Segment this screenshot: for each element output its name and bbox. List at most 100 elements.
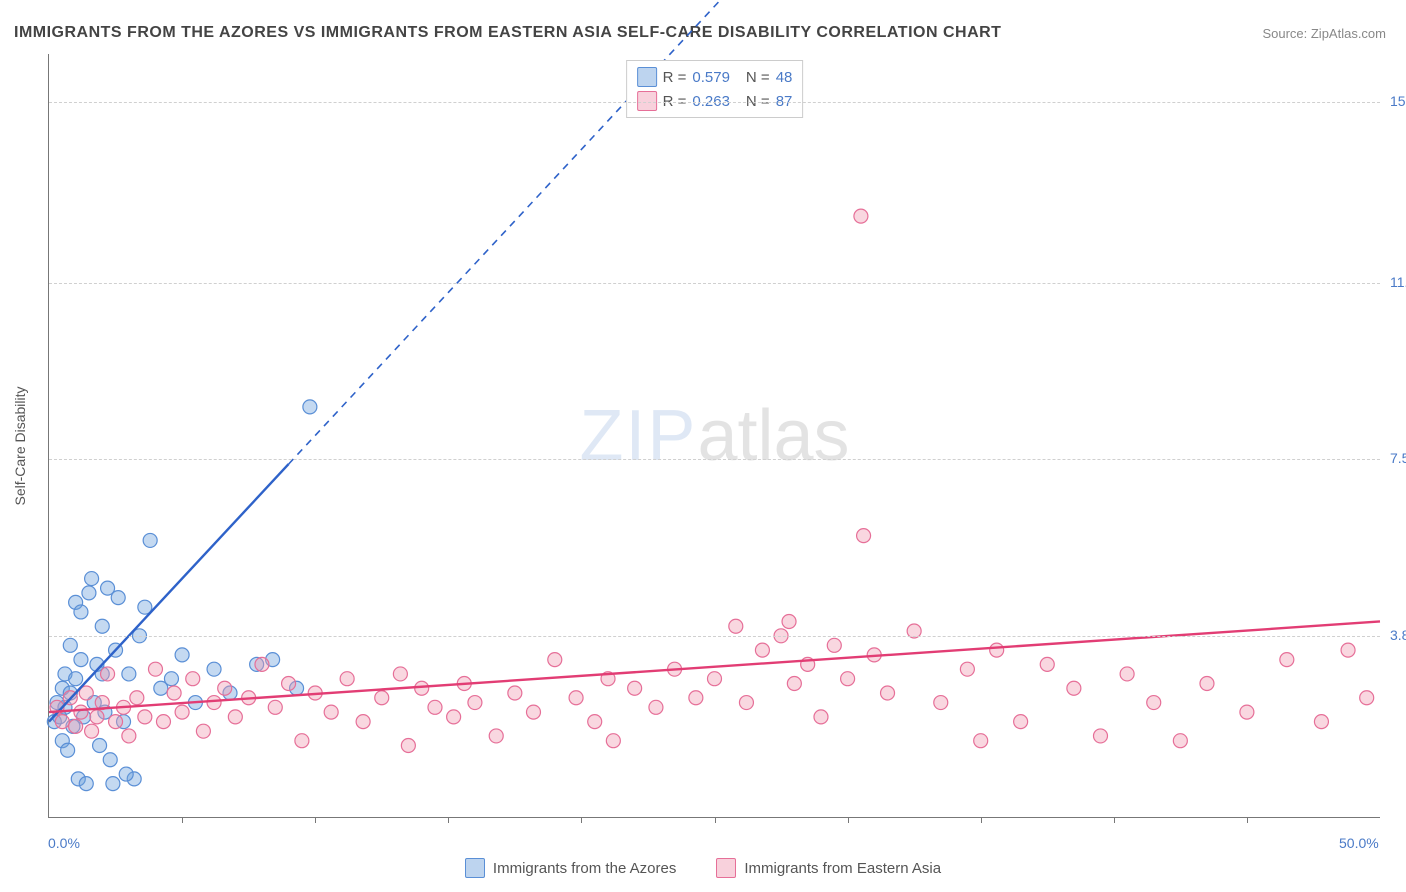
data-point-eastern_asia bbox=[960, 662, 974, 676]
data-point-eastern_asia bbox=[974, 734, 988, 748]
swatch-easia-icon bbox=[716, 858, 736, 878]
gridline bbox=[49, 459, 1380, 460]
data-point-eastern_asia bbox=[375, 691, 389, 705]
plot-svg bbox=[49, 54, 1380, 817]
data-point-azores bbox=[74, 605, 88, 619]
data-point-eastern_asia bbox=[175, 705, 189, 719]
data-point-eastern_asia bbox=[708, 672, 722, 686]
data-point-eastern_asia bbox=[990, 643, 1004, 657]
x-tick bbox=[848, 817, 849, 823]
legend-label-azores: Immigrants from the Azores bbox=[493, 860, 676, 877]
data-point-eastern_asia bbox=[295, 734, 309, 748]
data-point-eastern_asia bbox=[167, 686, 181, 700]
data-point-eastern_asia bbox=[854, 209, 868, 223]
data-point-eastern_asia bbox=[207, 696, 221, 710]
legend-n-label: N = bbox=[746, 69, 770, 86]
data-point-azores bbox=[303, 400, 317, 414]
data-point-eastern_asia bbox=[156, 715, 170, 729]
data-point-eastern_asia bbox=[628, 681, 642, 695]
data-point-eastern_asia bbox=[841, 672, 855, 686]
data-point-azores bbox=[93, 738, 107, 752]
data-point-eastern_asia bbox=[268, 700, 282, 714]
y-axis-label: Self-Care Disability bbox=[12, 386, 28, 505]
y-tick-label: 15.0% bbox=[1390, 93, 1406, 109]
legend-r-azores: 0.579 bbox=[692, 69, 730, 86]
data-point-eastern_asia bbox=[782, 614, 796, 628]
x-tick bbox=[581, 817, 582, 823]
plot-area: ZIPatlas R = 0.579 N = 48 R = 0.263 N = … bbox=[48, 54, 1380, 818]
data-point-eastern_asia bbox=[356, 715, 370, 729]
data-point-eastern_asia bbox=[196, 724, 210, 738]
data-point-eastern_asia bbox=[1173, 734, 1187, 748]
data-point-azores bbox=[103, 753, 117, 767]
y-tick-label: 7.5% bbox=[1390, 450, 1406, 466]
data-point-eastern_asia bbox=[468, 696, 482, 710]
data-point-eastern_asia bbox=[393, 667, 407, 681]
data-point-eastern_asia bbox=[1341, 643, 1355, 657]
trend-line-dashed-azores bbox=[289, 0, 1380, 464]
data-point-azores bbox=[122, 667, 136, 681]
data-point-azores bbox=[63, 638, 77, 652]
data-point-eastern_asia bbox=[508, 686, 522, 700]
x-tick bbox=[315, 817, 316, 823]
data-point-eastern_asia bbox=[186, 672, 200, 686]
legend-stats: R = 0.579 N = 48 R = 0.263 N = 87 bbox=[626, 60, 804, 118]
data-point-azores bbox=[85, 572, 99, 586]
data-point-eastern_asia bbox=[1200, 676, 1214, 690]
data-point-eastern_asia bbox=[1240, 705, 1254, 719]
data-point-eastern_asia bbox=[1280, 653, 1294, 667]
data-point-eastern_asia bbox=[130, 691, 144, 705]
legend-r-label: R = bbox=[663, 69, 687, 86]
data-point-eastern_asia bbox=[55, 715, 69, 729]
x-tick bbox=[981, 817, 982, 823]
data-point-eastern_asia bbox=[401, 738, 415, 752]
source-prefix: Source: bbox=[1262, 26, 1310, 41]
data-point-eastern_asia bbox=[814, 710, 828, 724]
legend-stats-row-azores: R = 0.579 N = 48 bbox=[637, 65, 793, 89]
data-point-azores bbox=[74, 653, 88, 667]
data-point-eastern_asia bbox=[934, 696, 948, 710]
data-point-eastern_asia bbox=[489, 729, 503, 743]
data-point-azores bbox=[175, 648, 189, 662]
data-point-eastern_asia bbox=[218, 681, 232, 695]
data-point-eastern_asia bbox=[729, 619, 743, 633]
data-point-eastern_asia bbox=[606, 734, 620, 748]
legend-label-easia: Immigrants from Eastern Asia bbox=[744, 860, 941, 877]
data-point-azores bbox=[164, 672, 178, 686]
data-point-eastern_asia bbox=[739, 696, 753, 710]
data-point-eastern_asia bbox=[138, 710, 152, 724]
legend-item-easia: Immigrants from Eastern Asia bbox=[716, 858, 941, 878]
source-label: Source: ZipAtlas.com bbox=[1262, 26, 1386, 41]
data-point-eastern_asia bbox=[1093, 729, 1107, 743]
chart-title: IMMIGRANTS FROM THE AZORES VS IMMIGRANTS… bbox=[14, 24, 1001, 42]
data-point-eastern_asia bbox=[255, 657, 269, 671]
data-point-eastern_asia bbox=[69, 719, 83, 733]
data-point-azores bbox=[111, 591, 125, 605]
data-point-eastern_asia bbox=[90, 710, 104, 724]
data-point-eastern_asia bbox=[228, 710, 242, 724]
data-point-eastern_asia bbox=[324, 705, 338, 719]
data-point-azores bbox=[95, 619, 109, 633]
data-point-eastern_asia bbox=[787, 676, 801, 690]
legend-n-azores: 48 bbox=[776, 69, 793, 86]
data-point-eastern_asia bbox=[282, 676, 296, 690]
x-tick bbox=[182, 817, 183, 823]
data-point-eastern_asia bbox=[447, 710, 461, 724]
data-point-eastern_asia bbox=[1314, 715, 1328, 729]
data-point-eastern_asia bbox=[74, 705, 88, 719]
legend-item-azores: Immigrants from the Azores bbox=[465, 858, 676, 878]
data-point-eastern_asia bbox=[1014, 715, 1028, 729]
x-tick bbox=[448, 817, 449, 823]
data-point-eastern_asia bbox=[857, 529, 871, 543]
data-point-eastern_asia bbox=[569, 691, 583, 705]
data-point-eastern_asia bbox=[881, 686, 895, 700]
data-point-eastern_asia bbox=[340, 672, 354, 686]
x-axis-end-label: 50.0% bbox=[1339, 835, 1379, 851]
x-tick bbox=[1247, 817, 1248, 823]
swatch-azores-icon bbox=[637, 67, 657, 87]
x-tick bbox=[1114, 817, 1115, 823]
data-point-eastern_asia bbox=[649, 700, 663, 714]
data-point-eastern_asia bbox=[548, 653, 562, 667]
data-point-eastern_asia bbox=[85, 724, 99, 738]
y-tick-label: 3.8% bbox=[1390, 627, 1406, 643]
